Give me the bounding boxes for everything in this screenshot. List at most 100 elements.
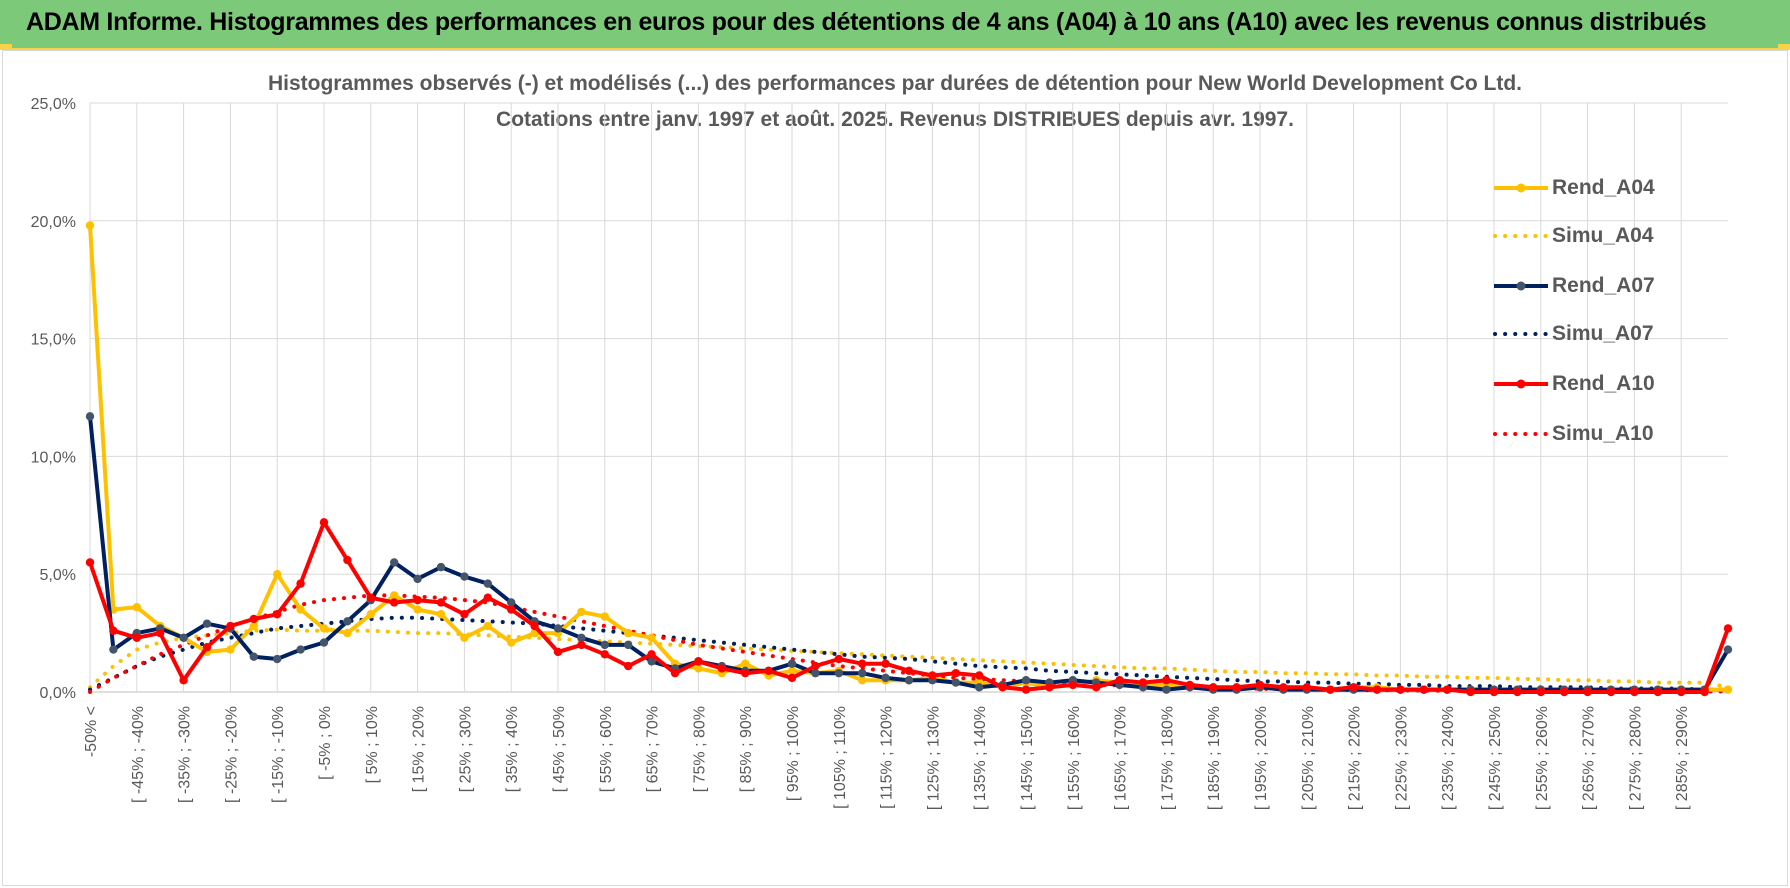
data-point-rend-a10 (1606, 687, 1616, 697)
data-point-rend-a07 (647, 657, 656, 666)
data-point-rend-a07 (249, 652, 258, 661)
data-point-rend-a10 (1466, 687, 1475, 697)
data-point-rend-a04 (577, 607, 586, 617)
series-line-rend-a07 (88, 414, 1730, 692)
y-tick-label: 10,0% (31, 449, 76, 466)
histogram-chart: 0,0% 5,0% 10,0% 15,0% 20,0% 25,0% -50% < [ -45%… (31, 96, 1733, 810)
data-point-rend-a10 (1560, 687, 1569, 697)
data-point-rend-a10 (179, 676, 188, 685)
chart-subtitle: Cotations entre janv. 1997 et août. 2025… (496, 108, 1294, 131)
data-point-rend-a10 (156, 628, 165, 638)
data-point-rend-a10 (1489, 687, 1499, 697)
data-point-rend-a07 (1021, 676, 1031, 685)
data-point-rend-a10 (1372, 685, 1382, 694)
data-point-rend-a10 (1677, 687, 1686, 697)
legend-item-simu-a07: Simu_A07 (1492, 319, 1712, 349)
data-point-rend-a10 (132, 633, 141, 643)
x-tick-label: [ 195% ; 200% (1253, 706, 1270, 810)
legend-label: Rend_A07 (1552, 274, 1655, 297)
data-point-rend-a07 (296, 645, 305, 654)
data-point-rend-a04 (694, 664, 703, 673)
data-point-rend-a04 (858, 676, 867, 685)
data-point-rend-a10 (1302, 683, 1312, 692)
data-point-rend-a07 (343, 617, 352, 626)
data-point-rend-a07 (577, 633, 586, 643)
data-point-rend-a10 (858, 659, 867, 668)
data-point-rend-a10 (226, 621, 235, 631)
x-tick-label: [ 65% ; 70% (645, 706, 662, 792)
data-point-rend-a10 (273, 610, 282, 619)
legend-item-rend-a10: Rend_A10 (1492, 369, 1712, 399)
data-point-rend-a10 (787, 673, 797, 683)
legend-item-simu-a04: Simu_A04 (1492, 221, 1712, 251)
y-tick-label: 15,0% (31, 332, 76, 349)
data-point-rend-a10 (1583, 687, 1592, 697)
data-point-rend-a10 (1279, 683, 1288, 692)
y-tick-label: 25,0% (31, 96, 76, 113)
x-tick-label: [ 235% ; 240% (1440, 706, 1457, 810)
y-tick-label: 20,0% (31, 214, 76, 231)
x-tick-label: [ -45% ; -40% (130, 706, 147, 803)
data-point-rend-a04 (436, 610, 446, 619)
data-point-rend-a10 (811, 661, 820, 671)
data-point-rend-a07 (413, 574, 422, 584)
x-tick-label: [ 225% ; 230% (1393, 706, 1410, 810)
data-point-rend-a10 (413, 595, 422, 605)
data-point-rend-a10 (1209, 683, 1218, 692)
data-point-rend-a10 (998, 683, 1007, 692)
x-tick-label: [ 85% ; 90% (738, 706, 755, 792)
data-point-rend-a04 (413, 605, 422, 614)
data-point-rend-a10 (1349, 683, 1358, 692)
data-point-rend-a04 (226, 645, 235, 654)
data-point-rend-a10 (1653, 687, 1663, 697)
legend-item-rend-a04: Rend_A04 (1492, 173, 1712, 203)
x-tick-label: [ 145% ; 150% (1019, 706, 1036, 810)
x-tick-label: [ 155% ; 160% (1066, 706, 1083, 810)
data-point-rend-a07 (1162, 685, 1171, 694)
corner-accent-left (0, 44, 12, 50)
data-point-rend-a07 (834, 668, 843, 678)
data-point-rend-a04 (85, 221, 95, 230)
data-point-rend-a07 (881, 673, 890, 683)
data-point-rend-a10 (1185, 680, 1195, 690)
data-point-rend-a10 (834, 654, 843, 664)
data-point-rend-a10 (202, 643, 212, 652)
x-tick-label: [ 115% ; 120% (879, 706, 896, 809)
data-point-rend-a10 (1021, 685, 1031, 694)
data-point-rend-a07 (483, 579, 492, 588)
data-point-rend-a07 (787, 659, 797, 668)
data-point-rend-a10 (1255, 680, 1265, 690)
legend-swatch (1493, 234, 1549, 238)
x-tick-label: [ 35% ; 40% (504, 706, 521, 792)
legend-label: Simu_A04 (1552, 224, 1654, 247)
data-point-rend-a04 (460, 633, 469, 643)
data-point-rend-a04 (624, 628, 633, 638)
y-tick-label: 0,0% (40, 685, 76, 702)
data-point-rend-a10 (1536, 687, 1546, 697)
data-point-rend-a07 (507, 598, 516, 607)
page-title: ADAM Informe. Histogrammes des performan… (26, 8, 1707, 36)
data-point-rend-a04 (249, 621, 258, 631)
data-point-rend-a10 (390, 598, 399, 607)
data-point-rend-a04 (741, 659, 750, 668)
legend-swatch (1493, 332, 1549, 336)
y-tick-label: 5,0% (40, 567, 76, 584)
data-point-rend-a04 (787, 666, 797, 675)
data-point-rend-a10 (109, 626, 118, 635)
x-tick-label: [ 25% ; 30% (457, 706, 474, 792)
data-point-rend-a07 (624, 640, 633, 650)
x-tick-label: [ 265% ; 270% (1581, 706, 1598, 810)
x-tick-label: [ 5% ; 10% (364, 706, 381, 783)
data-point-rend-a10 (1326, 685, 1335, 694)
data-point-rend-a10 (436, 598, 446, 607)
x-tick-label: [ -15% ; -10% (270, 706, 287, 803)
data-point-rend-a10 (553, 647, 563, 657)
data-point-rend-a07 (553, 624, 563, 633)
corner-accent-right (1778, 44, 1790, 50)
data-point-rend-a10 (1232, 683, 1241, 692)
x-tick-label: [ 275% ; 280% (1627, 706, 1644, 810)
data-point-rend-a07 (390, 558, 399, 567)
x-tick-label: [ 45% ; 50% (551, 706, 568, 792)
data-point-rend-a07 (109, 645, 118, 654)
data-point-rend-a10 (1138, 678, 1148, 687)
